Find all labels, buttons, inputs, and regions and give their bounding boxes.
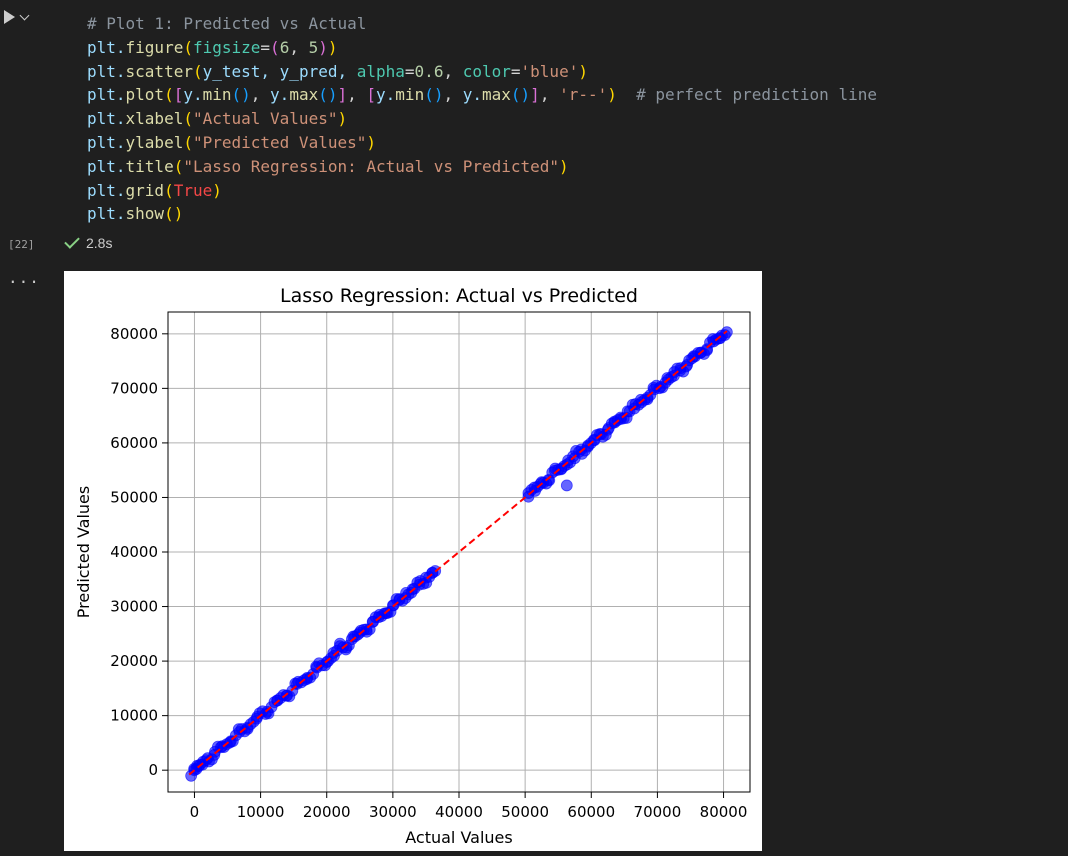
code-editor[interactable]: # Plot 1: Predicted vs Actual plt.figure(…: [87, 12, 877, 226]
chevron-down-icon[interactable]: [19, 10, 30, 20]
x-axis-label: Actual Values: [405, 828, 512, 847]
y-tick-label: 30000: [110, 598, 158, 616]
chart-title: Lasso Regression: Actual vs Predicted: [280, 285, 638, 307]
x-tick-label: 20000: [303, 803, 351, 821]
plot-output: 0 10000 20000 30000 40000 50000 60000 70000 8000…: [64, 271, 762, 851]
check-icon: [64, 233, 80, 249]
scatter-chart: 0 10000 20000 30000 40000 50000 60000 70000 8000…: [74, 285, 751, 847]
code-line: plt.show(): [87, 204, 184, 224]
x-tick-label: 50000: [501, 803, 549, 821]
y-tick-label: 10000: [110, 707, 158, 725]
x-tick-label: 10000: [237, 803, 285, 821]
code-line: plt.figure(figsize=(6, 5)): [87, 37, 338, 57]
reference-line: [188, 330, 728, 776]
y-axis-label: Predicted Values: [74, 486, 93, 618]
y-tick-label: 50000: [110, 488, 158, 506]
execution-status: 2.8s: [64, 233, 113, 251]
run-controls: [4, 10, 30, 24]
code-line: # Plot 1: Predicted vs Actual: [87, 14, 367, 33]
y-tick-label: 80000: [110, 325, 158, 343]
code-line: plt.grid(True): [87, 180, 222, 200]
y-tick-label: 40000: [110, 543, 158, 561]
code-line: plt.plot([y.min(), y.max()], [y.min(), y…: [87, 85, 877, 105]
y-tick-label: 0: [148, 761, 158, 779]
play-icon[interactable]: [4, 10, 15, 24]
code-line: plt.xlabel("Actual Values"): [87, 109, 348, 129]
x-tick-label: 80000: [700, 803, 748, 821]
y-tick-label: 20000: [110, 652, 158, 670]
execution-count: [22]: [8, 238, 35, 251]
x-tick-label: 40000: [435, 803, 483, 821]
y-tick-label: 70000: [110, 379, 158, 397]
x-tick-label: 60000: [567, 803, 615, 821]
code-line: plt.title("Lasso Regression: Actual vs P…: [87, 156, 569, 176]
y-tick-label: 60000: [110, 434, 158, 452]
code-line: plt.scatter(y_test, y_pred, alpha=0.6, c…: [87, 61, 588, 81]
x-tick-label: 0: [190, 803, 200, 821]
execution-duration: 2.8s: [86, 235, 113, 251]
x-tick-label: 30000: [369, 803, 417, 821]
code-line: plt.ylabel("Predicted Values"): [87, 132, 376, 152]
data-point: [560, 479, 573, 492]
x-tick-label: 70000: [634, 803, 682, 821]
output-more-button[interactable]: ...: [8, 268, 40, 287]
data-point: [718, 329, 731, 341]
